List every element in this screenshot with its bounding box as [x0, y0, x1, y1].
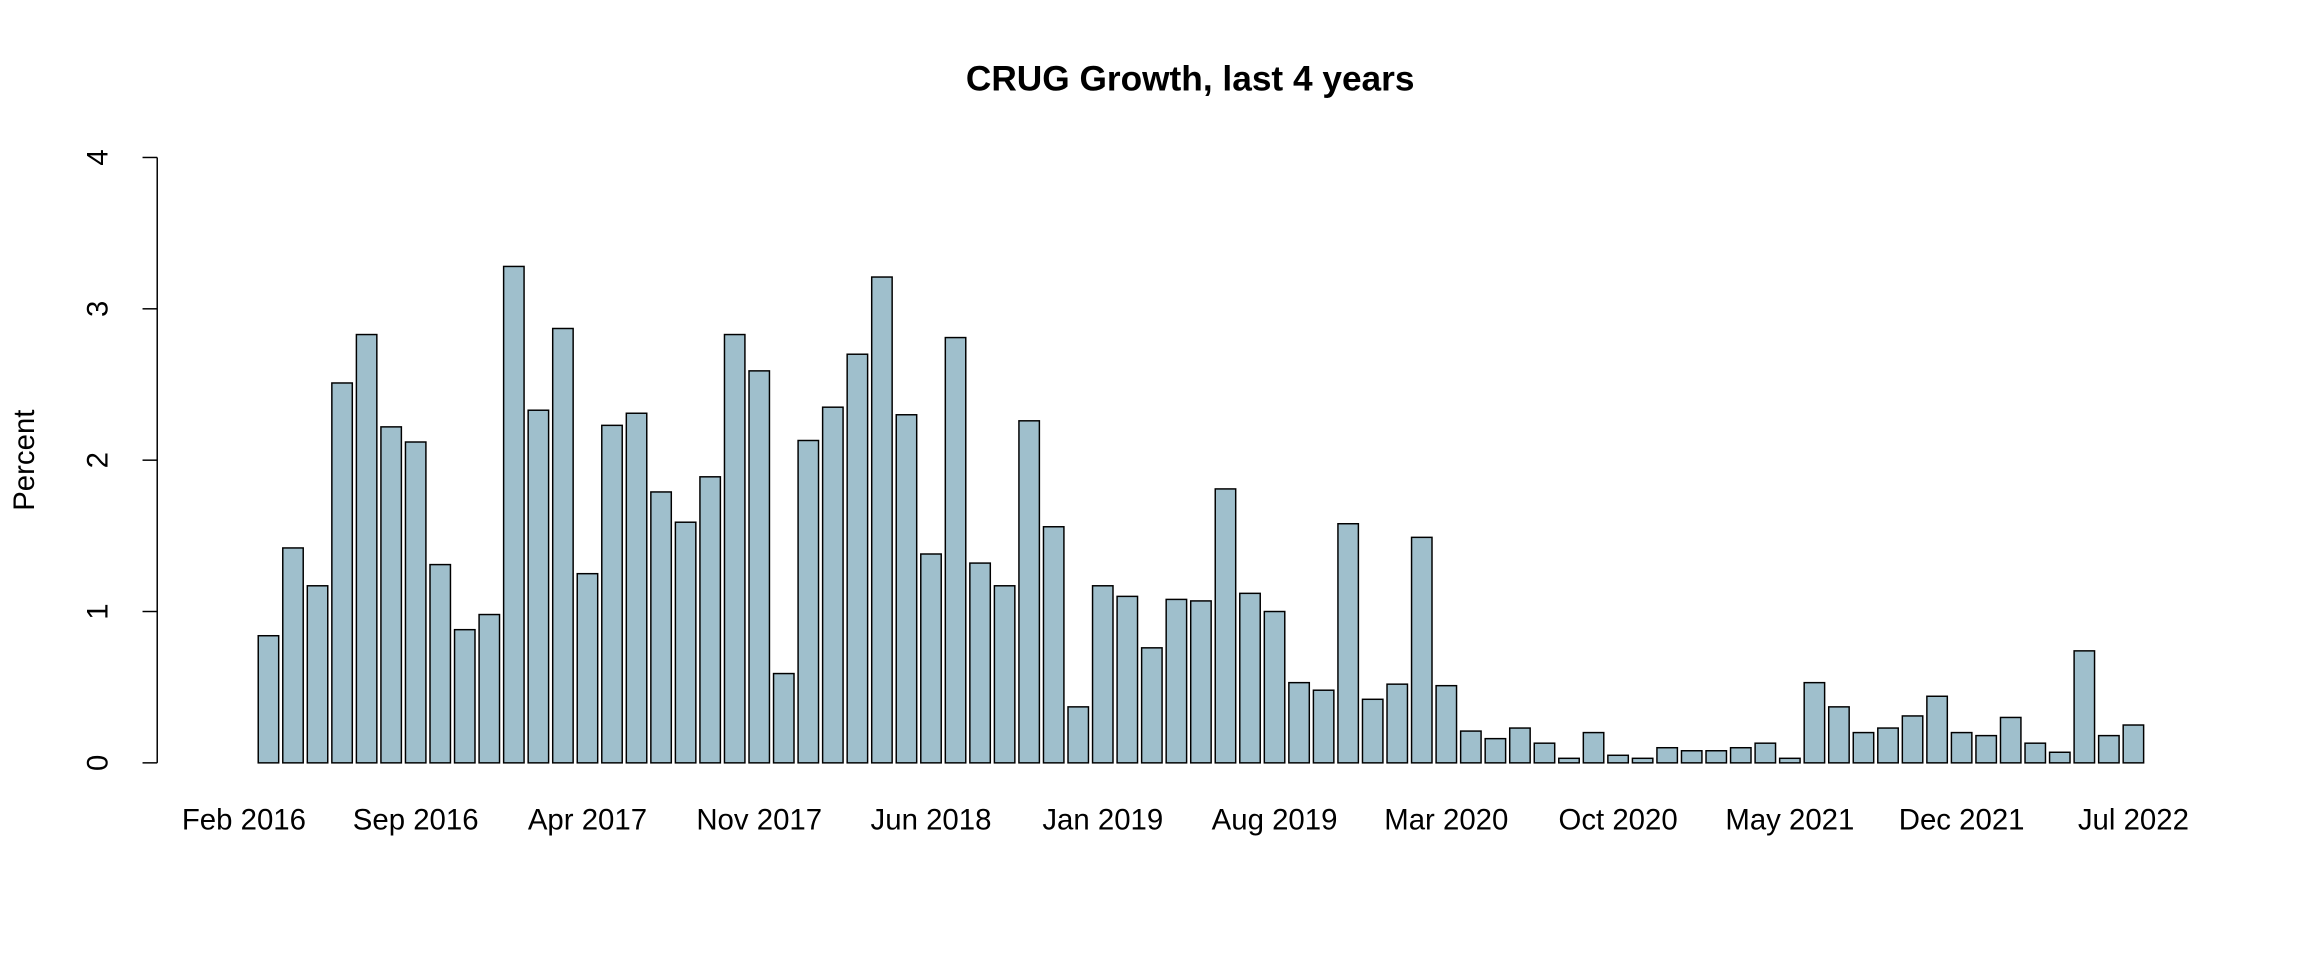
y-tick-label: 1 — [82, 603, 115, 619]
x-tick-label: Aug 2019 — [1212, 803, 1338, 836]
bar — [2048, 751, 2071, 764]
bar — [748, 370, 771, 764]
bar — [1631, 757, 1654, 764]
bar — [1140, 647, 1163, 764]
bar — [1484, 737, 1507, 764]
x-tick-label: Mar 2020 — [1384, 803, 1508, 836]
bar — [1337, 522, 1360, 764]
bar — [2073, 650, 2096, 764]
x-tick-label: Apr 2017 — [528, 803, 647, 836]
bar — [920, 553, 942, 764]
bar — [993, 585, 1016, 764]
bar — [1803, 681, 1826, 764]
bar — [1582, 731, 1605, 764]
bar — [1975, 734, 1998, 764]
bar — [576, 572, 599, 764]
bar — [355, 333, 378, 764]
bar — [404, 441, 427, 764]
bar — [1091, 585, 1114, 764]
bar — [527, 409, 550, 764]
bar — [870, 276, 893, 764]
x-tick-label: Feb 2016 — [182, 803, 306, 836]
bar — [1852, 731, 1875, 764]
bar — [625, 412, 648, 764]
bar — [969, 562, 992, 764]
bar — [1116, 595, 1139, 764]
bar — [1656, 746, 1679, 764]
x-tick-label: Oct 2020 — [1558, 803, 1677, 836]
x-tick-label: Sep 2016 — [353, 803, 479, 836]
bar — [1189, 600, 1212, 764]
x-tick-label: May 2021 — [1725, 803, 1854, 836]
bar — [429, 563, 452, 764]
y-axis-label: Percent — [8, 410, 41, 511]
bar — [1239, 592, 1261, 764]
x-tick-label: Jun 2018 — [871, 803, 992, 836]
bar — [1729, 746, 1752, 764]
bar — [2122, 724, 2145, 764]
bar — [797, 439, 820, 764]
bar — [380, 426, 403, 764]
bar — [1680, 750, 1703, 764]
bar — [2024, 742, 2047, 764]
bar — [282, 547, 304, 764]
bar — [821, 406, 844, 764]
bar — [723, 333, 746, 764]
bar — [1533, 742, 1556, 764]
bar — [1067, 706, 1090, 764]
bar — [1410, 536, 1433, 764]
bar — [1386, 683, 1409, 764]
y-tick-label: 4 — [82, 149, 115, 165]
bar — [257, 634, 280, 764]
bar — [1361, 698, 1384, 764]
x-tick-label: Nov 2017 — [696, 803, 822, 836]
bar — [772, 672, 795, 764]
bar — [1558, 757, 1580, 764]
bar — [1705, 750, 1728, 764]
bar — [1214, 488, 1237, 764]
bar — [895, 414, 918, 764]
y-tick-label: 3 — [82, 301, 115, 317]
bar — [650, 491, 673, 764]
chart-title: CRUG Growth, last 4 years — [966, 59, 1415, 98]
bar — [944, 336, 967, 764]
bar — [1926, 695, 1949, 764]
x-tick-label: Dec 2021 — [1899, 803, 2025, 836]
bar — [674, 521, 697, 764]
x-tick-label: Jul 2022 — [2078, 803, 2189, 836]
bar — [1459, 730, 1482, 764]
bar — [551, 327, 574, 764]
bar — [1508, 727, 1531, 764]
bar — [1018, 420, 1041, 764]
y-tick-label: 0 — [82, 755, 115, 771]
bar — [1435, 684, 1458, 764]
bar — [1950, 731, 1973, 764]
bar — [1042, 526, 1065, 764]
bar — [846, 353, 869, 764]
bar — [502, 265, 525, 764]
bar — [1754, 742, 1777, 764]
bar — [1827, 706, 1850, 764]
bar — [1288, 681, 1311, 764]
bar — [1901, 715, 1924, 764]
bar — [699, 476, 722, 764]
bar — [478, 613, 501, 764]
bar — [1312, 689, 1335, 764]
x-tick-label: Jan 2019 — [1042, 803, 1163, 836]
y-tick-label: 2 — [82, 452, 115, 468]
bar — [1263, 610, 1286, 764]
bar — [306, 585, 329, 764]
bar — [331, 382, 354, 764]
bar — [1877, 727, 1899, 764]
bar — [453, 628, 476, 764]
bar — [1778, 757, 1801, 764]
bar — [2097, 734, 2120, 764]
bar — [1607, 754, 1630, 764]
bar — [1165, 598, 1188, 764]
bar — [1999, 716, 2022, 764]
bar — [601, 424, 623, 764]
